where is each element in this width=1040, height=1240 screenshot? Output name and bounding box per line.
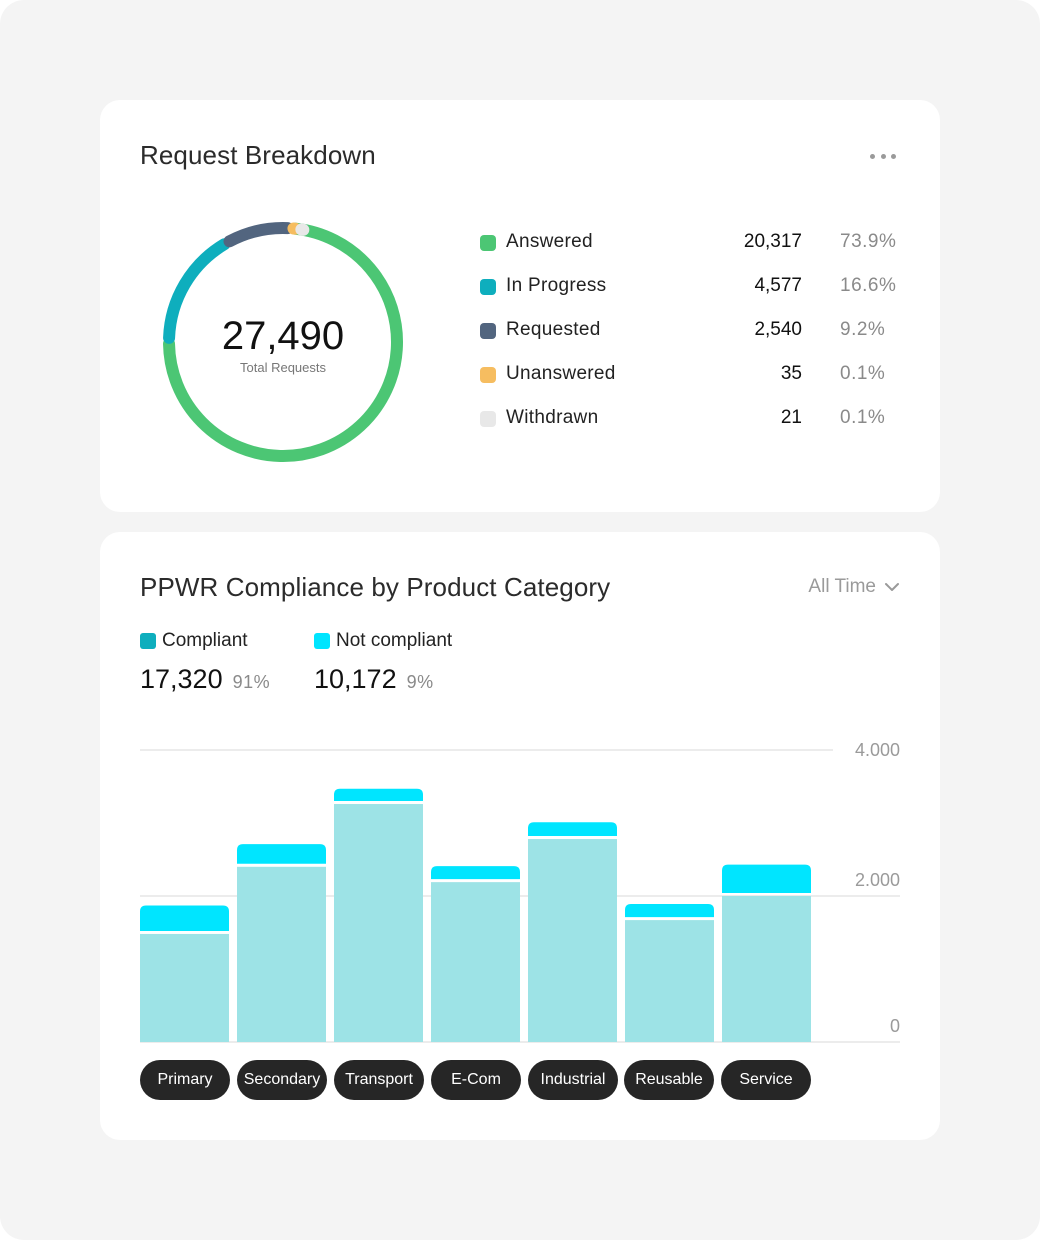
bar-not-compliant[interactable] bbox=[625, 904, 714, 918]
category-pill-reusable[interactable]: Reusable bbox=[624, 1060, 714, 1100]
not-compliant-percent: 9% bbox=[406, 672, 434, 692]
bar-compliant[interactable] bbox=[140, 933, 229, 1042]
legend-swatch bbox=[480, 279, 496, 295]
not-compliant-label: Not compliant bbox=[336, 630, 453, 651]
legend-label: Unanswered bbox=[506, 363, 616, 384]
donut-segment-requested[interactable] bbox=[223, 222, 294, 248]
category-pill-e-com[interactable]: E-Com bbox=[431, 1060, 521, 1100]
category-pill-primary[interactable]: Primary bbox=[140, 1060, 230, 1100]
not-compliant-swatch bbox=[314, 633, 330, 649]
bar-compliant[interactable] bbox=[237, 866, 326, 1042]
compliant-swatch bbox=[140, 633, 156, 649]
legend-swatch bbox=[480, 235, 496, 251]
y-tick-label: 2.000 bbox=[855, 870, 900, 890]
legend-percent: 0.1% bbox=[840, 407, 886, 428]
category-pill-industrial[interactable]: Industrial bbox=[528, 1060, 618, 1100]
bar-compliant[interactable] bbox=[431, 882, 520, 1042]
donut-chart: 27,490 Total Requests bbox=[162, 221, 404, 463]
legend-row-answered[interactable]: Answered 20,317 73.9% bbox=[480, 221, 900, 265]
legend-count: 21 bbox=[780, 407, 802, 428]
bar-compliant[interactable] bbox=[625, 920, 714, 1042]
compliance-card: PPWR Compliance by Product Category All … bbox=[100, 532, 940, 1140]
time-range-value: All Time bbox=[808, 576, 876, 597]
compliant-stat: Compliant 17,320 91% bbox=[140, 630, 270, 695]
legend-count: 20,317 bbox=[743, 231, 802, 252]
legend-label: Answered bbox=[506, 231, 593, 252]
legend-percent: 9.2% bbox=[840, 319, 886, 340]
legend-percent: 73.9% bbox=[840, 231, 897, 252]
bar-not-compliant[interactable] bbox=[237, 844, 326, 864]
category-pill-secondary[interactable]: Secondary bbox=[237, 1060, 327, 1100]
bar-compliant[interactable] bbox=[334, 804, 423, 1042]
legend-swatch bbox=[480, 411, 496, 427]
bar-compliant[interactable] bbox=[722, 896, 811, 1042]
legend-row-in-progress[interactable]: In Progress 4,577 16.6% bbox=[480, 265, 900, 309]
request-breakdown-title: Request Breakdown bbox=[140, 140, 376, 170]
legend-swatch bbox=[480, 367, 496, 383]
bar-not-compliant[interactable] bbox=[431, 866, 520, 880]
breakdown-legend: Answered 20,317 73.9% In Progress 4,577 … bbox=[480, 221, 900, 441]
compliance-title: PPWR Compliance by Product Category bbox=[140, 572, 611, 602]
total-requests-value: 27,490 bbox=[221, 313, 345, 358]
bar-compliant[interactable] bbox=[528, 839, 617, 1042]
donut-segment-answered[interactable] bbox=[163, 222, 403, 462]
legend-count: 4,577 bbox=[754, 275, 802, 296]
request-breakdown-card: Request Breakdown 27,490 Total Requests … bbox=[100, 100, 940, 512]
legend-label: Requested bbox=[506, 319, 601, 340]
total-requests-label: Total Requests bbox=[240, 359, 326, 375]
legend-row-unanswered[interactable]: Unanswered 35 0.1% bbox=[480, 353, 900, 397]
more-options-icon[interactable] bbox=[870, 150, 896, 162]
not-compliant-stat: Not compliant 10,172 9% bbox=[314, 630, 452, 695]
y-tick-label: 4.000 bbox=[855, 740, 900, 760]
category-pill-service[interactable]: Service bbox=[721, 1060, 811, 1100]
donut-segment-in-progress[interactable] bbox=[163, 238, 231, 344]
bar-not-compliant[interactable] bbox=[140, 905, 229, 931]
time-range-dropdown[interactable]: All Time bbox=[808, 576, 900, 598]
compliance-bar-chart: 4.000 2.000 0 bbox=[140, 740, 900, 1043]
bar-not-compliant[interactable] bbox=[334, 788, 423, 802]
legend-percent: 0.1% bbox=[840, 363, 886, 384]
category-pill-transport[interactable]: Transport bbox=[334, 1060, 424, 1100]
bar-not-compliant[interactable] bbox=[722, 864, 811, 893]
legend-row-requested[interactable]: Requested 2,540 9.2% bbox=[480, 309, 900, 353]
legend-count: 35 bbox=[780, 363, 802, 384]
legend-percent: 16.6% bbox=[840, 275, 897, 296]
donut-center: 27,490 Total Requests bbox=[162, 221, 404, 463]
legend-label: In Progress bbox=[506, 275, 607, 296]
legend-row-withdrawn[interactable]: Withdrawn 21 0.1% bbox=[480, 397, 900, 441]
legend-label: Withdrawn bbox=[506, 407, 599, 428]
legend-count: 2,540 bbox=[754, 319, 802, 340]
chevron-down-icon bbox=[885, 583, 899, 591]
compliant-count: 17,320 bbox=[140, 664, 223, 694]
not-compliant-count: 10,172 bbox=[314, 664, 397, 694]
legend-swatch bbox=[480, 323, 496, 339]
compliant-label: Compliant bbox=[162, 630, 248, 651]
y-tick-label: 0 bbox=[890, 1016, 900, 1036]
bar-not-compliant[interactable] bbox=[528, 822, 617, 837]
compliant-percent: 91% bbox=[232, 672, 271, 692]
